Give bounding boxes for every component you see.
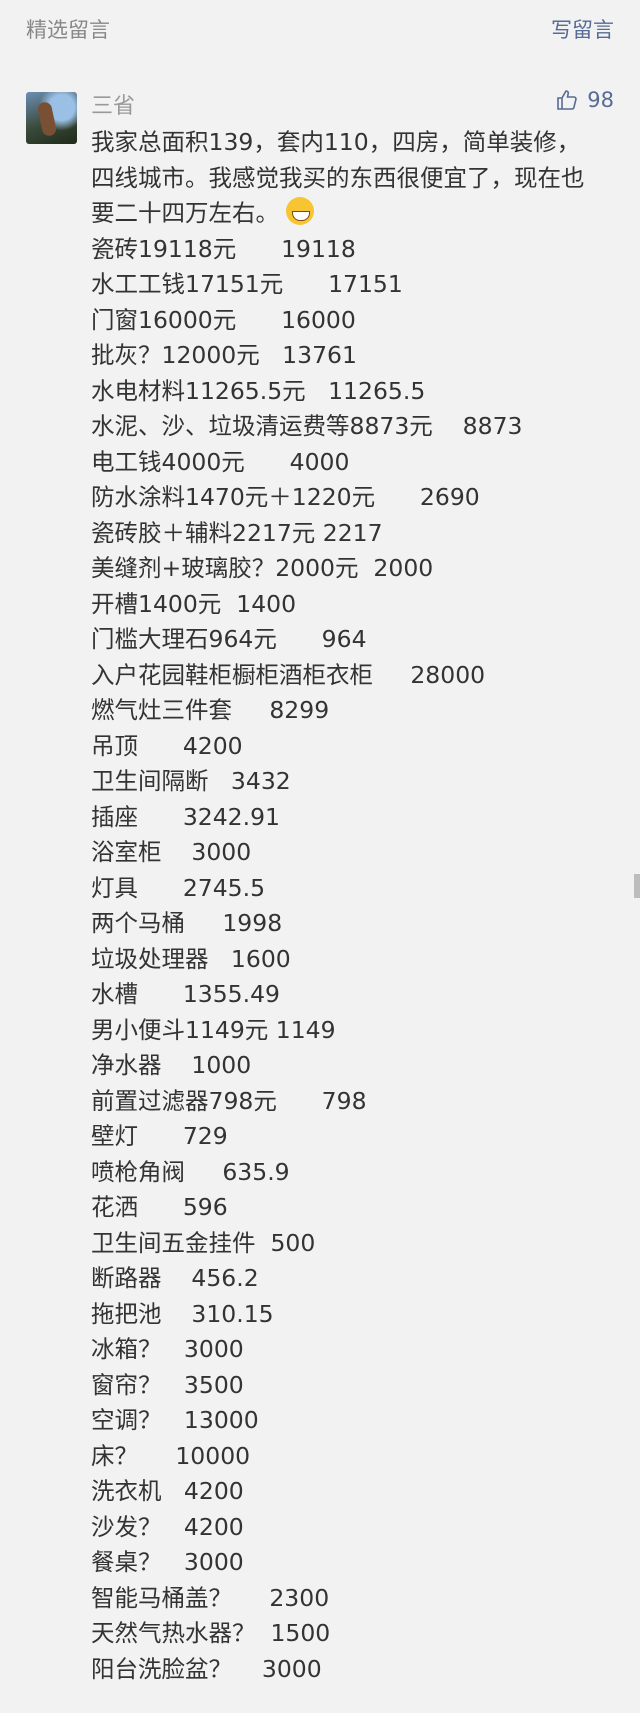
- cost-line: 智能马桶盖？ 2300: [91, 1583, 330, 1612]
- cost-line: 空调？ 13000: [91, 1406, 259, 1434]
- cost-line: 水电材料11265.5元 11265.5: [91, 376, 426, 405]
- cost-line: 床？ 10000: [91, 1441, 251, 1470]
- cost-line: 卫生间五金挂件 500: [91, 1228, 316, 1257]
- cost-line: 净水器 1000: [91, 1051, 252, 1079]
- cost-line: 花洒 596: [91, 1193, 228, 1221]
- cost-line: 沙发？ 4200: [91, 1512, 244, 1541]
- write-comment-button[interactable]: 写留言: [551, 18, 614, 42]
- scrollbar[interactable]: [634, 874, 640, 898]
- cost-line: 电工钱4000元 4000: [91, 447, 350, 476]
- cost-line: 前置过滤器798元 798: [91, 1086, 367, 1115]
- cost-line: 两个马桶 1998: [91, 909, 283, 937]
- cost-line: 美缝剂+玻璃胶？2000元 2000: [91, 554, 434, 582]
- cost-line: 门窗16000元 16000: [91, 305, 356, 334]
- cost-line: 拖把池 310.15: [91, 1299, 274, 1328]
- cost-line: 阳台洗脸盆？ 3000: [91, 1654, 322, 1683]
- cost-line: 喷枪角阀 635.9: [91, 1157, 290, 1186]
- cost-line: 水槽 1355.49: [91, 980, 280, 1008]
- cost-line: 入户花园鞋柜橱柜酒柜衣柜 28000: [91, 660, 486, 689]
- cost-line: 防水涂料1470元＋1220元 2690: [91, 483, 480, 511]
- cost-line: 瓷砖19118元 19118: [91, 234, 356, 263]
- cost-line: 开槽1400元 1400: [91, 589, 297, 618]
- like-count: 98: [587, 88, 614, 112]
- header-title: 精选留言: [26, 18, 110, 42]
- cost-line: 灯具 2745.5: [91, 873, 266, 902]
- cost-line: 卫生间隔断 3432: [91, 767, 291, 795]
- grinning-sweat-emoji-icon: [286, 197, 315, 225]
- cost-line: 窗帘？ 3500: [91, 1370, 244, 1399]
- cost-line: 吊顶 4200: [91, 731, 243, 760]
- cost-line: 浴室柜 3000: [91, 838, 252, 866]
- cost-line: 插座 3242.91: [91, 802, 280, 831]
- cost-line: 餐桌？ 3000: [91, 1548, 244, 1576]
- cost-list: 瓷砖19118元 19118 水工工钱17151元 17151 门窗16000元 1…: [91, 232, 601, 1688]
- cost-line: 垃圾处理器 1600: [91, 944, 291, 973]
- cost-line: 水泥、沙、垃圾清运费等8873元 8873: [91, 412, 523, 440]
- cost-line: 天然气热水器？ 1500: [91, 1619, 331, 1647]
- comment-author[interactable]: 三省: [91, 94, 136, 119]
- like-button[interactable]: 98: [555, 88, 614, 112]
- cost-line: 冰箱？ 3000: [91, 1335, 244, 1363]
- cost-line: 批灰？12000元 13761: [91, 341, 357, 369]
- thumbs-up-icon: [557, 90, 578, 110]
- cost-line: 洗衣机 4200: [91, 1477, 244, 1505]
- cost-line: 壁灯 729: [91, 1122, 228, 1150]
- cost-line: 水工工钱17151元 17151: [91, 270, 403, 298]
- comment-intro: 我家总面积139，套内110，四房，简单装修，四线城市。我感觉我买的东西很便宜了…: [91, 128, 585, 227]
- avatar[interactable]: [26, 92, 77, 144]
- cost-line: 男小便斗1149元 1149: [91, 1015, 336, 1044]
- hand-gesture-image: [36, 100, 58, 138]
- cost-line: 门槛大理石964元 964: [91, 625, 367, 653]
- cost-line: 断路器 456.2: [91, 1264, 259, 1292]
- cost-line: 燃气灶三件套 8299: [91, 696, 330, 724]
- comment-body: 我家总面积139，套内110，四房，简单装修，四线城市。我感觉我买的东西很便宜了…: [91, 125, 601, 1687]
- cost-line: 瓷砖胶＋辅料2217元 2217: [91, 518, 383, 547]
